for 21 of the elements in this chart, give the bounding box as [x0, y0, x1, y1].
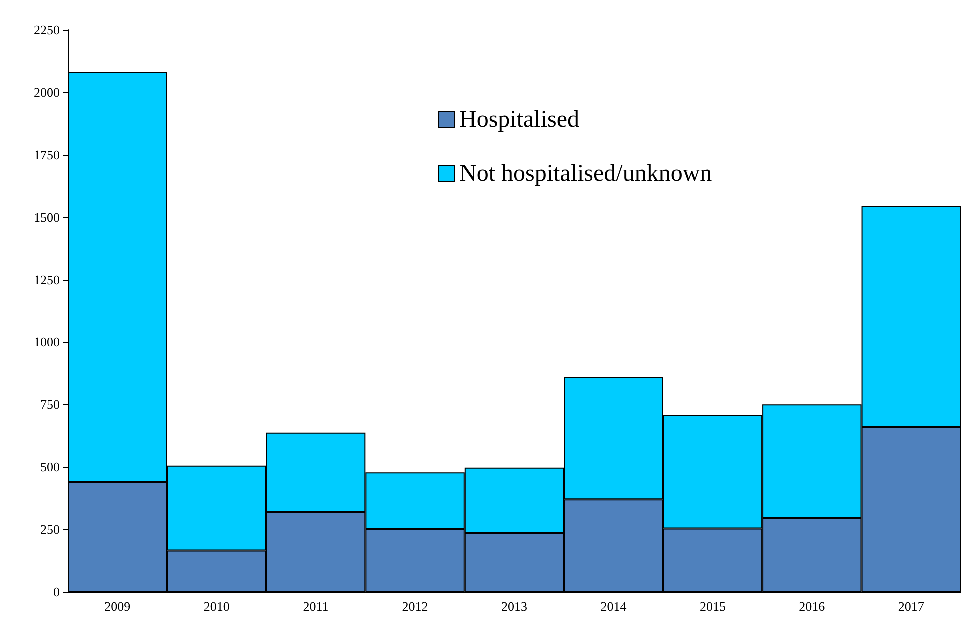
x-tick-label: 2012: [402, 599, 428, 614]
x-tick-label: 2011: [303, 599, 329, 614]
y-tick-label: 2250: [34, 22, 60, 38]
x-tick-label: 2014: [600, 599, 628, 614]
y-tick-label: 0: [54, 584, 60, 600]
y-tick-label: 1500: [34, 210, 60, 225]
x-tick-label: 2010: [204, 599, 230, 614]
legend-label: Hospitalised: [460, 107, 580, 133]
x-tick-label: 2017: [898, 599, 925, 614]
x-tick-label: 2009: [104, 599, 131, 614]
legend-label: Not hospitalised/unknown: [460, 161, 712, 187]
x-tick-label: 2013: [502, 599, 528, 614]
y-tick-label: 500: [40, 460, 60, 475]
y-tick-label: 1250: [34, 272, 60, 288]
y-tick-label: 1000: [34, 334, 60, 350]
x-tick-label: 2016: [799, 599, 826, 614]
y-tick-label: 750: [40, 397, 60, 412]
y-tick-label: 250: [40, 522, 60, 538]
x-tick-label: 2015: [700, 599, 726, 614]
y-tick-label: 1750: [34, 147, 60, 162]
y-tick-label: 2000: [34, 84, 60, 100]
